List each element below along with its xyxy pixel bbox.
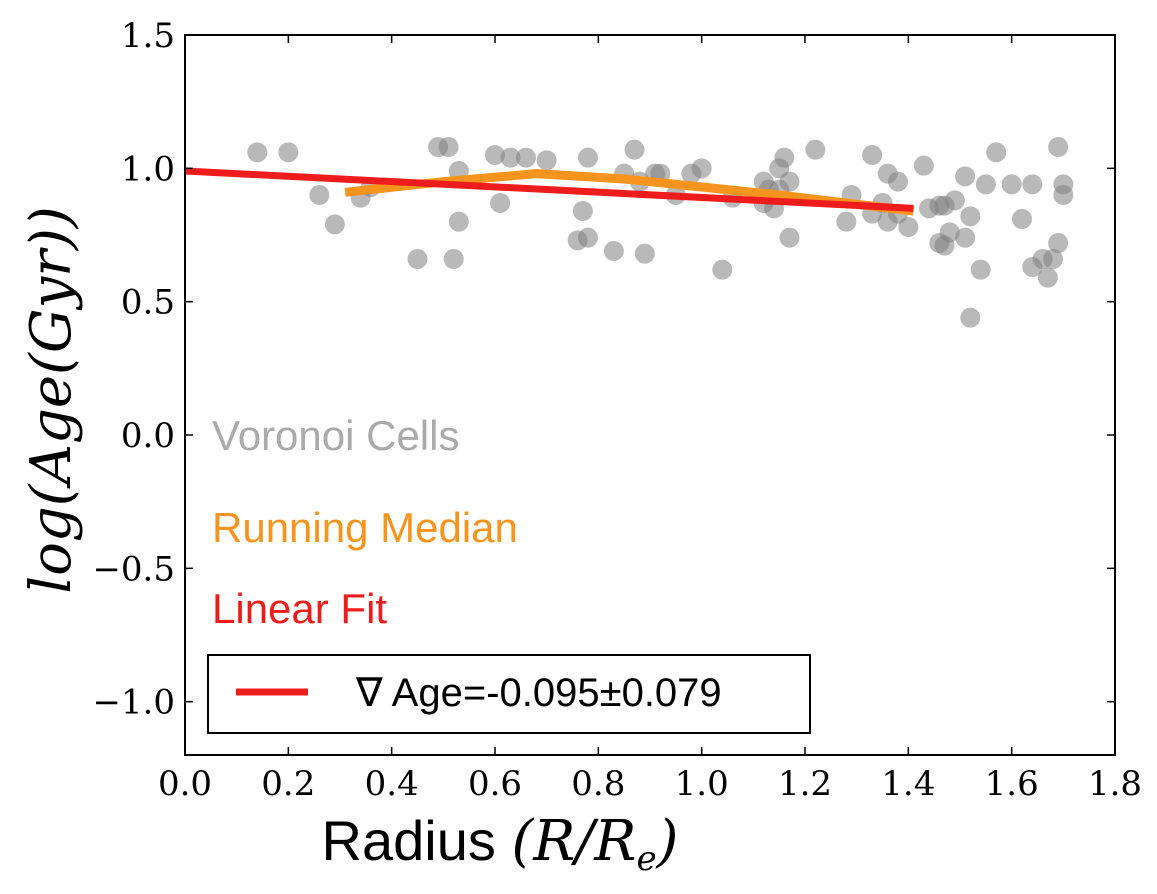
y-tick-label: 1.5 — [121, 16, 175, 56]
legend: ∇ Age=-0.095±0.079 — [207, 654, 811, 734]
y-tick-label: 1.0 — [121, 149, 175, 189]
scatter-point-30 — [691, 158, 712, 179]
scatter-point-3 — [324, 214, 345, 235]
x-tick-label: 1.0 — [675, 764, 729, 804]
scatter-point-41 — [779, 227, 800, 248]
scatter-point-75 — [1048, 137, 1069, 157]
scatter-point-40 — [779, 171, 800, 192]
x-axis-title-sub: e — [636, 839, 656, 879]
y-tick-label: 0.0 — [121, 416, 175, 456]
scatter-point-65 — [970, 259, 991, 280]
legend-label: ∇ Age=-0.095±0.079 — [355, 671, 722, 715]
x-axis-title-math: (R/R — [511, 809, 636, 874]
x-axis-title-plain: Radius — [322, 809, 512, 872]
scatter-point-39 — [774, 147, 795, 168]
series-line-linear-fit — [184, 167, 914, 212]
annotation-running-median: Running Median — [212, 504, 518, 551]
x-axis-title: Radius (R/Re) — [322, 809, 679, 879]
scatter-point-0 — [247, 142, 268, 163]
scatter-point-8 — [438, 137, 459, 157]
scatter-point-59 — [939, 222, 960, 243]
legend-box — [207, 654, 811, 734]
scatter-point-6 — [407, 249, 428, 269]
annotation-voronoi-cells: Voronoi Cells — [212, 412, 459, 459]
scatter-point-13 — [490, 193, 511, 213]
scatter-point-25 — [634, 243, 655, 264]
annotation-linear-fit: Linear Fit — [212, 585, 387, 632]
scatter-point-9 — [443, 249, 464, 269]
scatter-point-1 — [278, 142, 299, 163]
scatter-point-42 — [805, 139, 826, 160]
x-tick-label: 0.4 — [365, 764, 419, 804]
x-tick-label: 0.2 — [261, 764, 315, 804]
scatter-point-53 — [913, 155, 934, 176]
x-tick-label: 0.8 — [571, 764, 625, 804]
axis-ticks: 0.0 0.2 0.4 0.6 0.8 1.0 1.2 1.4 1.6 1.8 1.5 1.0 0.5 0… — [92, 16, 1142, 804]
scatter-point-68 — [1001, 174, 1022, 195]
scatter-point-76 — [1048, 233, 1069, 253]
scatter-point-45 — [862, 145, 883, 165]
x-tick-label: 1.8 — [1088, 764, 1142, 804]
scatter-point-12 — [485, 145, 505, 165]
scatter-point-78 — [1053, 185, 1074, 205]
series-lines — [184, 167, 915, 216]
scatter-point-2 — [309, 185, 330, 205]
scatter-point-66 — [975, 174, 996, 195]
scatter-point-14 — [500, 147, 521, 168]
x-tick-label: 0.0 — [158, 764, 212, 804]
x-tick-label: 1.2 — [778, 764, 832, 804]
x-axis-title-close: ) — [656, 809, 679, 874]
y-axis-title: log(Age(Gyr)) — [19, 206, 84, 593]
x-tick-label: 1.6 — [985, 764, 1039, 804]
scatter-points — [247, 137, 1074, 328]
plot-area-frame — [184, 34, 1116, 756]
scatter-point-16 — [536, 150, 557, 171]
scatter-point-11 — [448, 211, 469, 232]
scatter-point-61 — [955, 166, 976, 187]
y-tick-label: −0.5 — [92, 549, 175, 589]
scatter-point-52 — [898, 217, 919, 237]
scatter-point-64 — [960, 307, 981, 328]
scatter-point-20 — [578, 147, 598, 168]
scatter-point-19 — [578, 227, 598, 248]
x-tick-label: 1.4 — [881, 764, 935, 804]
scatter-point-43 — [836, 211, 857, 232]
scatter-point-67 — [986, 142, 1007, 163]
scatter-point-73 — [1037, 267, 1058, 288]
scatter-point-18 — [572, 201, 593, 221]
scatter-point-62 — [955, 227, 976, 248]
scatter-point-74 — [1043, 249, 1063, 269]
scatter-point-69 — [1012, 209, 1032, 229]
y-tick-label: −1.0 — [92, 683, 175, 723]
scatter-point-63 — [960, 206, 981, 227]
scatter-point-23 — [624, 139, 645, 160]
scatter-point-21 — [603, 241, 624, 261]
scatter-point-60 — [944, 190, 965, 211]
y-tick-label: 0.5 — [121, 283, 175, 323]
scatter-point-51 — [888, 171, 908, 192]
scatter-point-70 — [1022, 174, 1043, 195]
x-tick-label: 0.6 — [468, 764, 522, 804]
scatter-point-15 — [516, 147, 536, 168]
scatter-point-31 — [712, 259, 733, 280]
